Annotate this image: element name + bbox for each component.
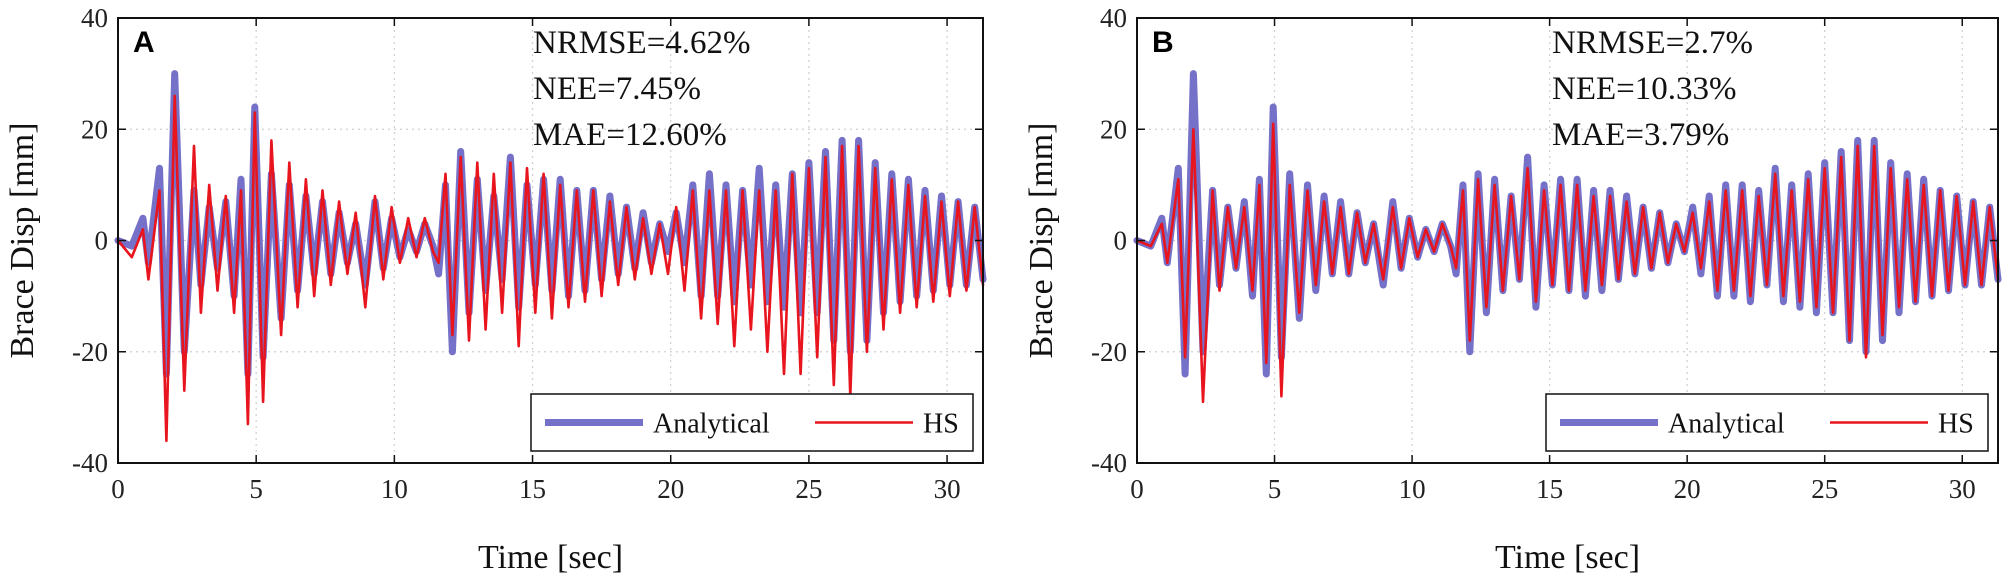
- series-line-hs: [116, 94, 985, 443]
- y-tick-label: 40: [1100, 3, 1127, 33]
- metric-text: NEE=7.45%: [533, 71, 701, 107]
- y-tick-label: -40: [1091, 448, 1127, 478]
- legend-label-hs: HS: [923, 409, 959, 440]
- y-axis-label: Brace Disp [mm]: [4, 122, 41, 358]
- panel-letter: B: [1152, 26, 1174, 59]
- chart-panel-a: -40 -20 0 20 40 0 5 10 15 20 25 30 Time [sec] Brace D…: [4, 3, 987, 576]
- x-tick-label: 25: [1811, 474, 1838, 504]
- y-tick-label: -20: [1091, 337, 1127, 367]
- y-tick-label: 0: [95, 226, 109, 256]
- y-tick-label: -20: [72, 337, 108, 367]
- metric-text: NRMSE=4.62%: [533, 25, 751, 61]
- y-axis-label: Brace Disp [mm]: [1023, 122, 1060, 358]
- x-axis-label: Time [sec]: [1495, 539, 1640, 576]
- x-tick-label: 0: [1130, 474, 1144, 504]
- metric-text: MAE=12.60%: [533, 117, 727, 153]
- legend-label-analytical: Analytical: [1668, 409, 1785, 440]
- y-tick-label: 0: [1114, 226, 1128, 256]
- metric-text: NRMSE=2.7%: [1552, 25, 1753, 61]
- x-tick-label: 5: [249, 474, 263, 504]
- series-line-hs: [1135, 122, 2000, 404]
- x-tick-label: 20: [657, 474, 684, 504]
- x-tick-label: 20: [1674, 474, 1701, 504]
- x-tick-label: 10: [381, 474, 408, 504]
- x-tick-label: 10: [1399, 474, 1426, 504]
- x-tick-label: 5: [1268, 474, 1282, 504]
- chart-panel-b: -40 -20 0 20 40 0 5 10 15 20 25 30 Time [sec] Brace D…: [1023, 3, 2002, 576]
- metric-text: NEE=10.33%: [1552, 71, 1737, 107]
- x-axis-label: Time [sec]: [478, 539, 623, 576]
- x-tick-label: 0: [111, 474, 125, 504]
- metric-text: MAE=3.79%: [1552, 117, 1729, 153]
- y-tick-label: 20: [81, 114, 108, 144]
- x-tick-label: 15: [1536, 474, 1563, 504]
- y-tick-label: -40: [72, 448, 108, 478]
- legend-label-hs: HS: [1938, 409, 1974, 440]
- x-tick-label: 15: [519, 474, 546, 504]
- x-tick-label: 30: [934, 474, 961, 504]
- y-tick-label: 20: [1100, 114, 1127, 144]
- x-tick-label: 30: [1949, 474, 1976, 504]
- y-tick-label: 40: [81, 3, 108, 33]
- x-tick-label: 25: [795, 474, 822, 504]
- panel-letter: A: [133, 26, 155, 59]
- legend-label-analytical: Analytical: [653, 409, 770, 440]
